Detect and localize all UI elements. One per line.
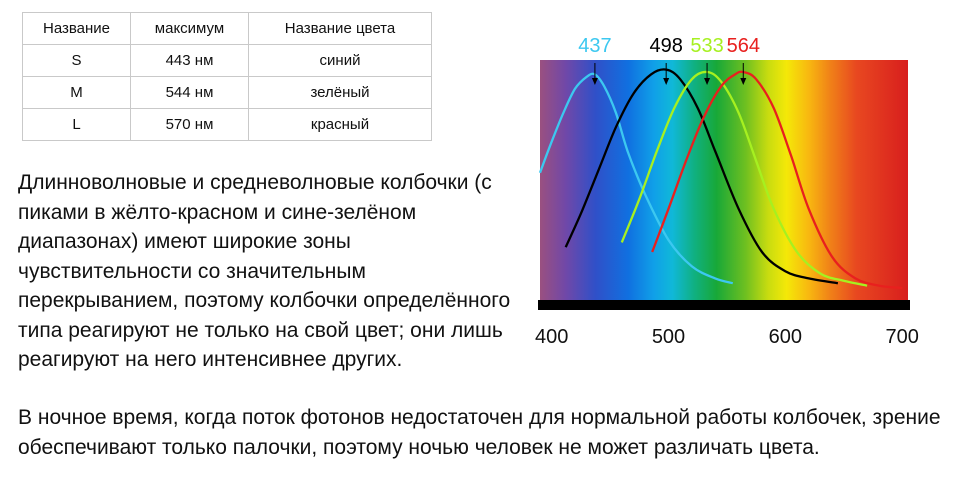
sensitivity-curve-533 — [620, 70, 868, 287]
x-axis-bar — [538, 300, 910, 310]
sensitivity-curve-437 — [538, 72, 734, 285]
peak-label-533: 533 — [690, 35, 723, 57]
x-tick-label: 600 — [769, 326, 802, 348]
table-cell: красный — [248, 108, 432, 141]
peak-label-437: 437 — [578, 35, 611, 57]
sensitivity-curve-564 — [651, 70, 903, 290]
table-row: L 570 нм красный — [22, 108, 432, 141]
x-tick-label: 700 — [885, 326, 918, 348]
table-header-row: Название максимум Название цвета — [22, 12, 432, 45]
table-cell: синий — [248, 44, 432, 77]
peak-arrowhead-437 — [591, 78, 598, 85]
table-cell: S — [22, 44, 131, 77]
peak-arrowhead-564 — [740, 78, 747, 85]
table-cell: 443 нм — [130, 44, 249, 77]
peak-arrowhead-533 — [704, 78, 711, 85]
table-cell: L — [22, 108, 131, 141]
table-cell: M — [22, 76, 131, 109]
tick-labels-layer: 400 500 600 700 — [535, 326, 919, 348]
table-header: Название цвета — [248, 12, 432, 45]
table-row: M 544 нм зелёный — [22, 76, 432, 109]
table-row: S 443 нм синий — [22, 44, 432, 77]
sensitivity-curve-498 — [564, 68, 839, 285]
peak-arrowhead-498 — [663, 78, 670, 85]
night-vision-text: В ночное время, когда поток фотонов недо… — [18, 406, 941, 459]
x-tick-label: 400 — [535, 326, 568, 348]
table-header: максимум — [130, 12, 249, 45]
curves-layer: 437 498 533 564 — [538, 35, 903, 290]
cone-table: Название максимум Название цвета S 443 н… — [22, 12, 432, 141]
table-cell: 544 нм — [130, 76, 249, 109]
spectrum-background — [540, 60, 908, 300]
peak-label-498: 498 — [649, 35, 682, 57]
cone-sensitivity-chart: 437 498 533 564 400 500 600 700 — [535, 35, 919, 348]
peak-label-564: 564 — [727, 35, 760, 57]
table-cell: зелёный — [248, 76, 432, 109]
table-header: Название — [22, 12, 131, 45]
cone-description-text: Длинноволновые и средневолновые колбочки… — [18, 171, 511, 371]
x-tick-label: 500 — [652, 326, 685, 348]
table-cell: 570 нм — [130, 108, 249, 141]
